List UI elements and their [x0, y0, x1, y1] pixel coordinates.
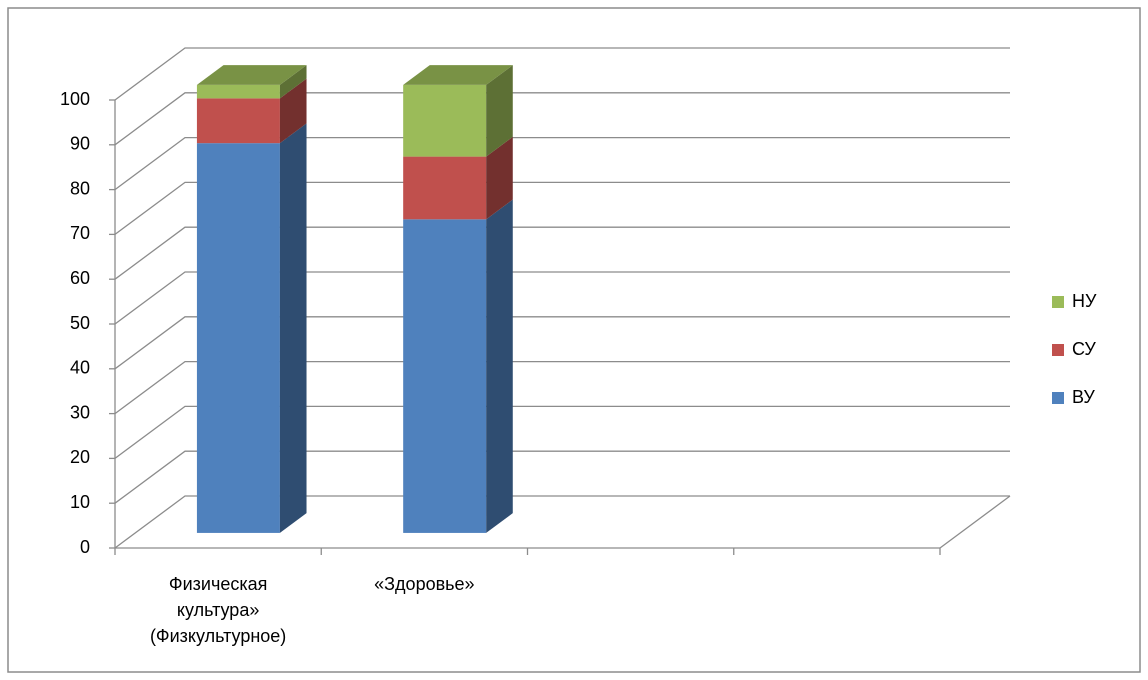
grid-line [114, 181, 1010, 235]
grid-line [114, 360, 1010, 415]
legend-label: СУ [1072, 339, 1096, 359]
bar-side [279, 78, 307, 144]
legend-label: ВУ [1072, 387, 1095, 407]
bar-front [403, 219, 487, 533]
bar-front [196, 143, 280, 533]
floor-edge [939, 495, 1011, 549]
x-tick-label: «Здоровье» [374, 574, 474, 594]
grid-line [114, 495, 1010, 549]
bar-front [403, 84, 487, 157]
bar-top [403, 65, 513, 85]
bar-side [486, 199, 513, 533]
bar-side [279, 65, 307, 99]
bar-front [403, 156, 487, 220]
grid-line [114, 316, 1010, 370]
legend-label: НУ [1072, 291, 1097, 311]
grid-line [114, 226, 1010, 280]
chart-border [7, 7, 1141, 673]
grid-line [114, 136, 1010, 191]
y-tick-label: 40 [70, 358, 90, 378]
bar-side [486, 136, 513, 220]
grid-line [114, 450, 1010, 504]
bar-side [279, 123, 307, 533]
legend-swatch [1052, 296, 1064, 308]
legend-swatch [1052, 392, 1064, 404]
grid-line [114, 92, 1010, 146]
y-tick-label: 50 [70, 313, 90, 333]
grid-line [114, 271, 1010, 325]
y-tick-label: 90 [70, 134, 90, 154]
y-tick-label: 20 [70, 447, 90, 467]
grid-line [114, 47, 1010, 101]
y-tick-label: 100 [60, 89, 90, 109]
legend-swatch [1052, 344, 1064, 356]
bar-top [196, 65, 307, 85]
y-tick-label: 80 [70, 178, 90, 198]
bar-front [196, 84, 280, 99]
bar-front [196, 98, 280, 144]
y-tick-label: 60 [70, 268, 90, 288]
y-tick-label: 70 [70, 223, 90, 243]
bar-side [486, 65, 513, 157]
x-tick-label: Физическая культура» (Физкультурное) [150, 574, 286, 646]
grid-line [114, 405, 1010, 459]
y-tick-label: 10 [70, 492, 90, 512]
y-tick-label: 0 [80, 537, 90, 557]
y-tick-label: 30 [70, 402, 90, 422]
